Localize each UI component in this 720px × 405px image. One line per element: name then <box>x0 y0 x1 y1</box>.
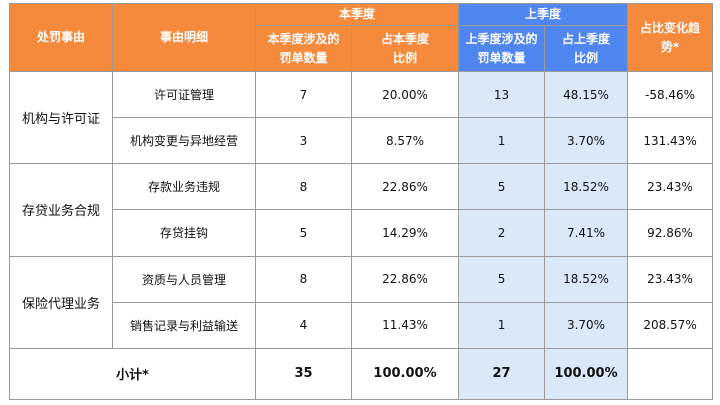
current-ratio-cell: 8.57% <box>350 117 460 165</box>
current-ratio-cell: 22.86% <box>350 163 460 211</box>
total-prev-count: 27 <box>458 347 546 401</box>
detail-cell: 存贷挂钩 <box>112 209 256 257</box>
prev-count-cell: 5 <box>458 255 546 303</box>
total-current-count: 35 <box>255 347 352 401</box>
header-reason: 处罚事由 <box>9 3 113 72</box>
trend-cell: 23.43% <box>627 255 714 303</box>
header-row-top: 处罚事由 事由明细 本季度 上季度 占比变化趋势* <box>9 3 714 72</box>
trend-cell: 23.43% <box>627 163 714 211</box>
detail-cell: 机构变更与异地经营 <box>112 117 256 165</box>
current-ratio-cell: 20.00% <box>350 70 460 119</box>
prev-count-cell: 1 <box>458 117 546 165</box>
table-row: 存贷挂钩 5 14.29% 2 7.41% 92.86% <box>10 209 714 257</box>
prev-ratio-cell: 48.15% <box>544 70 629 119</box>
detail-cell: 许可证管理 <box>112 70 256 119</box>
table-row: 销售记录与利益输送 4 11.43% 1 3.70% 208.57% <box>10 301 714 349</box>
header-current-ratio: 占本季度比例 <box>350 25 460 72</box>
total-label: 小计* <box>9 347 256 401</box>
category-cell: 存贷业务合规 <box>9 163 113 257</box>
prev-count-cell: 5 <box>458 163 546 211</box>
prev-ratio-cell: 3.70% <box>544 301 629 349</box>
current-count-cell: 5 <box>255 209 352 257</box>
header-prev-quarter: 上季度 <box>458 3 629 26</box>
current-ratio-cell: 11.43% <box>350 301 460 349</box>
total-current-ratio: 100.00% <box>350 347 460 401</box>
header-current-quarter: 本季度 <box>254 3 460 26</box>
current-count-cell: 4 <box>255 301 352 349</box>
table-row: 机构与许可证 许可证管理 7 20.00% 13 48.15% -58.46% <box>9 70 714 165</box>
prev-ratio-cell: 18.52% <box>544 255 629 303</box>
header-row-sub: 本季度涉及的罚单数量 占本季度比例 上季度涉及的罚单数量 占上季度比例 <box>10 25 713 72</box>
detail-cell: 存款业务违规 <box>112 163 256 211</box>
category-cell: 保险代理业务 <box>9 255 113 349</box>
header-prev-ratio: 占上季度比例 <box>544 25 629 72</box>
total-trend <box>627 347 714 401</box>
prev-count-cell: 1 <box>458 301 546 349</box>
trend-cell: 92.86% <box>627 209 714 257</box>
current-ratio-cell: 14.29% <box>350 209 460 257</box>
trend-cell: -58.46% <box>627 70 714 119</box>
header-trend: 占比变化趋势* <box>627 3 714 72</box>
current-count-cell: 8 <box>255 255 352 303</box>
table-row: 机构变更与异地经营 3 8.57% 1 3.70% 131.43% <box>10 117 714 165</box>
prev-ratio-cell: 3.70% <box>544 117 629 165</box>
prev-ratio-cell: 18.52% <box>544 163 629 211</box>
current-ratio-cell: 22.86% <box>350 255 460 303</box>
current-count-cell: 3 <box>255 117 352 165</box>
current-count-cell: 7 <box>255 70 352 119</box>
prev-count-cell: 2 <box>458 209 546 257</box>
penalty-table-container: 处罚事由 事由明细 本季度 上季度 占比变化趋势* 本季度涉及的罚单数量 占本季… <box>9 3 714 401</box>
trend-cell: 131.43% <box>627 117 714 165</box>
current-count-cell: 8 <box>255 163 352 211</box>
header-detail: 事由明细 <box>112 3 256 72</box>
category-cell: 机构与许可证 <box>9 70 113 165</box>
total-prev-ratio: 100.00% <box>544 347 629 401</box>
header-prev-count: 上季度涉及的罚单数量 <box>458 25 546 72</box>
prev-ratio-cell: 7.41% <box>544 209 629 257</box>
table-row: 保险代理业务 资质与人员管理 8 22.86% 5 18.52% 23.43% <box>9 255 714 349</box>
penalty-table: 处罚事由 事由明细 本季度 上季度 占比变化趋势* 本季度涉及的罚单数量 占本季… <box>9 3 714 401</box>
detail-cell: 销售记录与利益输送 <box>112 301 256 349</box>
total-row: 小计* 35 100.00% 27 100.00% <box>9 347 714 401</box>
table-row: 存贷业务合规 存款业务违规 8 22.86% 5 18.52% 23.43% <box>9 163 714 257</box>
trend-cell: 208.57% <box>627 301 714 349</box>
detail-cell: 资质与人员管理 <box>112 255 256 303</box>
prev-count-cell: 13 <box>458 70 546 119</box>
header-current-count: 本季度涉及的罚单数量 <box>255 25 352 72</box>
